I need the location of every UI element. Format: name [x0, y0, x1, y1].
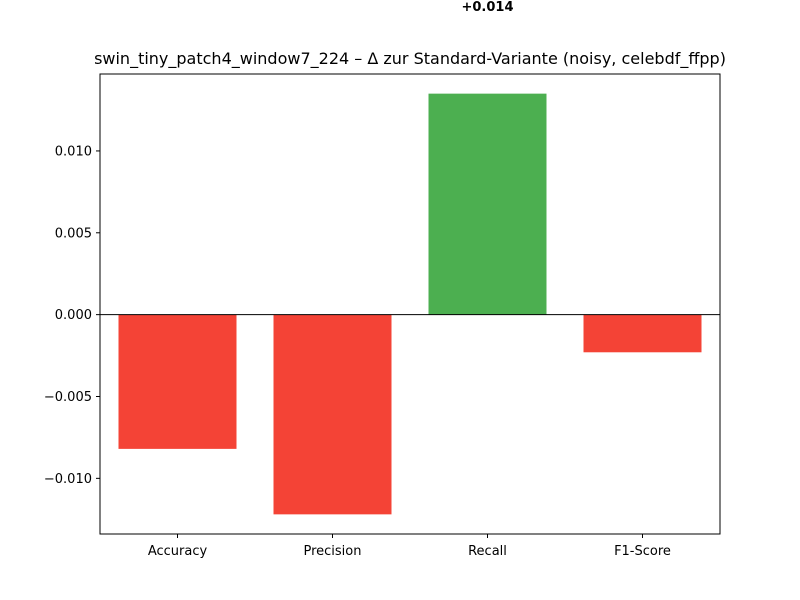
bar-recall	[428, 93, 547, 315]
x-tick-label: Recall	[468, 544, 507, 559]
y-tick-label: 0.010	[55, 144, 92, 159]
y-tick-label: 0.005	[55, 226, 92, 241]
x-tick-label: Precision	[303, 544, 361, 559]
y-axis: −0.010 −0.005 0.000 0.005 0.010	[44, 144, 100, 487]
y-tick-label: 0.000	[55, 308, 92, 323]
x-axis: Accuracy Precision Recall F1-Score	[148, 534, 671, 559]
bar-f1-score	[583, 314, 702, 353]
bar-precision	[273, 314, 392, 515]
x-tick-label: F1-Score	[614, 544, 671, 559]
data-labels-group: +0.014	[461, 0, 513, 15]
x-tick-label: Accuracy	[148, 544, 208, 559]
bar-accuracy	[118, 314, 237, 449]
y-tick-label: −0.005	[44, 390, 92, 405]
data-label-recall: +0.014	[461, 0, 513, 15]
y-tick-label: −0.010	[44, 472, 92, 487]
axes-frame	[99, 73, 721, 535]
bars-group	[118, 93, 702, 515]
chart-title: swin_tiny_patch4_window7_224 – Δ zur Sta…	[94, 49, 726, 69]
